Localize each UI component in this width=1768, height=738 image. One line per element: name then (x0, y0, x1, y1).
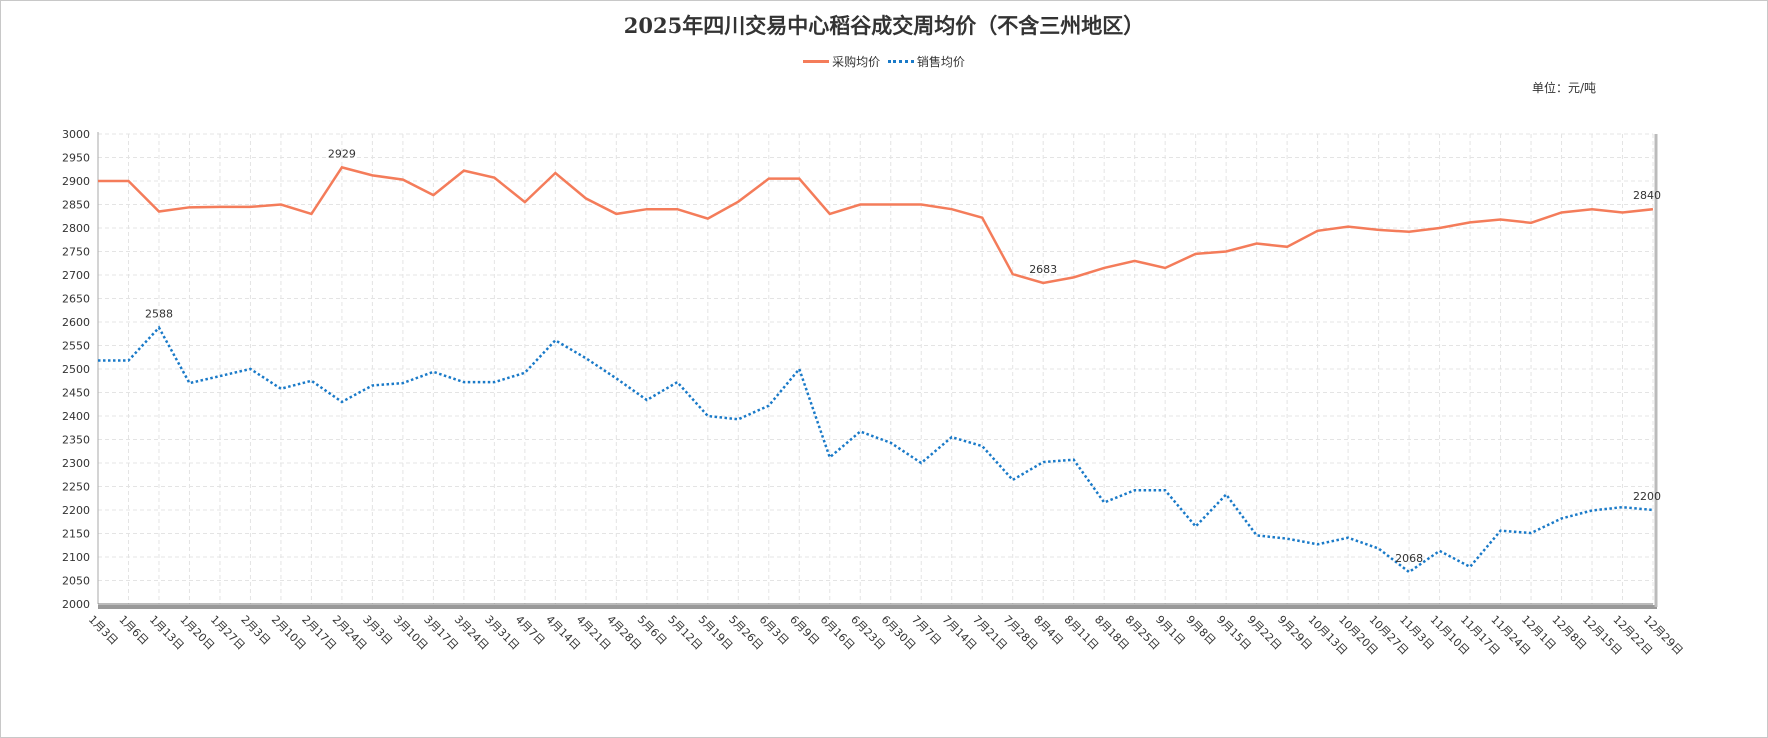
legend-swatch-purchase (803, 60, 830, 63)
legend-item-sales[interactable]: 销售均价 (887, 53, 965, 70)
legend-item-purchase[interactable]: 采购均价 (803, 53, 880, 70)
chart-title: 2025年四川交易中心稻谷成交周均价（不含三州地区） (623, 13, 1145, 38)
legend: 采购均价 销售均价 (0, 52, 1768, 70)
legend-swatch-sales (887, 60, 914, 63)
legend-label-sales: 销售均价 (916, 55, 965, 69)
unit-label: 单位：元/吨 (1532, 81, 1597, 95)
legend-label-purchase: 采购均价 (832, 55, 881, 69)
